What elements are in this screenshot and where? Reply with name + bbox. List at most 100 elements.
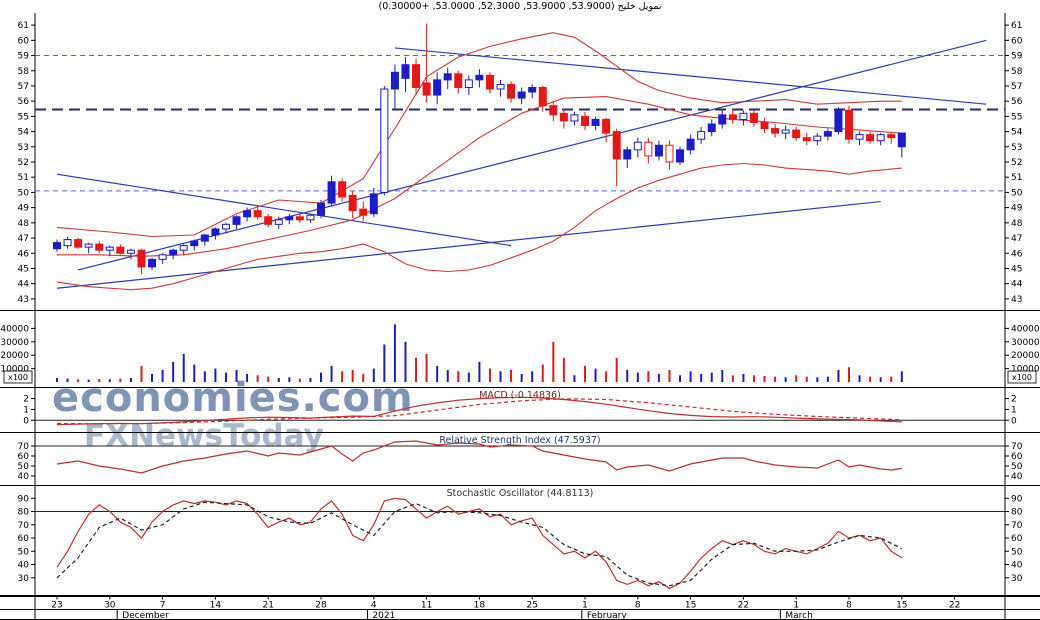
panel-frame — [0, 486, 1040, 596]
svg-text:47: 47 — [1011, 234, 1022, 244]
svg-text:1: 1 — [582, 601, 588, 611]
svg-text:15: 15 — [685, 601, 696, 611]
panel-frame — [0, 388, 1040, 433]
svg-text:49: 49 — [18, 204, 30, 214]
svg-text:30: 30 — [1011, 574, 1023, 584]
svg-text:0: 0 — [1011, 416, 1017, 426]
svg-text:80: 80 — [1011, 508, 1023, 518]
svg-text:60: 60 — [1011, 36, 1023, 46]
svg-text:15: 15 — [896, 601, 907, 611]
svg-text:70: 70 — [18, 521, 30, 531]
svg-text:40: 40 — [18, 472, 30, 482]
quote-title: تمويل خليج (53.9000, 53.9000, 52.3000, 5… — [378, 1, 662, 12]
svg-text:20000: 20000 — [1011, 351, 1040, 361]
support-resistance-levels — [35, 55, 1005, 192]
svg-text:30: 30 — [104, 601, 116, 611]
svg-text:53: 53 — [1011, 143, 1022, 153]
svg-text:48: 48 — [18, 219, 30, 229]
day-ticks: 23 30 7 14 21 28 4 11 18 25 1 8 15 22 1 8 15 22 — [51, 596, 960, 611]
panel-title: MACD (-0.14836) — [479, 390, 561, 401]
svg-text:59: 59 — [18, 52, 30, 62]
svg-text:x100: x100 — [1012, 373, 1032, 382]
svg-text:22: 22 — [738, 601, 749, 611]
y-axis-labels: 10000 10000 20000 20000 30000 30000 40000 40000 — [0, 324, 1040, 374]
svg-text:44: 44 — [1011, 280, 1023, 290]
svg-text:March: March — [785, 611, 812, 620]
svg-text:44: 44 — [18, 280, 30, 290]
svg-text:48: 48 — [1011, 219, 1023, 229]
svg-text:14: 14 — [210, 601, 222, 611]
svg-text:52: 52 — [1011, 158, 1022, 168]
svg-text:40: 40 — [18, 561, 30, 571]
svg-text:7: 7 — [160, 601, 166, 611]
svg-text:0: 0 — [23, 416, 29, 426]
svg-text:60: 60 — [18, 452, 30, 462]
svg-text:58: 58 — [1011, 67, 1023, 77]
svg-text:60: 60 — [1011, 452, 1023, 462]
svg-text:70: 70 — [18, 442, 30, 452]
svg-text:30000: 30000 — [0, 338, 29, 348]
svg-text:45: 45 — [1011, 264, 1022, 274]
price-panel: 43 43 44 44 45 45 46 46 47 47 48 48 49 49 50 50 51 51 52 52… — [0, 13, 1040, 311]
svg-text:2021: 2021 — [372, 611, 395, 620]
svg-text:8: 8 — [846, 601, 852, 611]
svg-text:23: 23 — [51, 601, 62, 611]
svg-text:57: 57 — [1011, 82, 1022, 92]
svg-text:20000: 20000 — [0, 351, 29, 361]
svg-text:December: December — [122, 611, 169, 620]
volume-bars — [56, 324, 903, 382]
svg-text:50: 50 — [18, 462, 30, 472]
svg-text:40000: 40000 — [0, 324, 29, 334]
svg-text:MACD (-0.14836): MACD (-0.14836) — [479, 390, 561, 401]
svg-text:57: 57 — [18, 82, 29, 92]
svg-text:51: 51 — [1011, 173, 1022, 183]
svg-text:8: 8 — [635, 601, 641, 611]
svg-text:Stochastic Oscillator (44.8113: Stochastic Oscillator (44.8113) — [447, 488, 594, 499]
svg-text:25: 25 — [526, 601, 537, 611]
watermark-economies: economies.com — [52, 375, 414, 421]
svg-text:50: 50 — [18, 547, 30, 557]
svg-text:21: 21 — [262, 601, 273, 611]
svg-text:60: 60 — [18, 534, 30, 544]
svg-text:40: 40 — [1011, 472, 1023, 482]
svg-text:50: 50 — [18, 188, 30, 198]
svg-text:49: 49 — [1011, 204, 1023, 214]
svg-text:53: 53 — [18, 143, 29, 153]
svg-text:43: 43 — [1011, 295, 1022, 305]
svg-text:47: 47 — [18, 234, 29, 244]
svg-text:50: 50 — [1011, 188, 1023, 198]
svg-text:1: 1 — [1011, 405, 1017, 415]
svg-text:43: 43 — [18, 295, 29, 305]
svg-text:40000: 40000 — [1011, 324, 1040, 334]
panel-frame — [0, 311, 1040, 388]
svg-text:22: 22 — [949, 601, 960, 611]
svg-text:45: 45 — [18, 264, 29, 274]
svg-text:51: 51 — [18, 173, 29, 183]
macd-lines — [56, 396, 902, 426]
svg-text:59: 59 — [1011, 52, 1023, 62]
panel-frame — [0, 433, 1040, 486]
volume-unit-labels: x100 x100 — [3, 370, 1037, 384]
svg-text:54: 54 — [18, 128, 30, 138]
svg-text:52: 52 — [18, 158, 29, 168]
month-labels: December 2021 February March — [116, 610, 813, 620]
svg-text:90: 90 — [1011, 494, 1023, 504]
svg-text:40: 40 — [1011, 561, 1023, 571]
svg-text:18: 18 — [474, 601, 486, 611]
svg-text:x100: x100 — [8, 373, 28, 382]
svg-text:50: 50 — [1011, 462, 1023, 472]
svg-text:55: 55 — [18, 112, 29, 122]
svg-text:46: 46 — [1011, 249, 1023, 259]
volume-panel: 10000 10000 20000 20000 30000 30000 40000 40000… — [0, 311, 1040, 388]
svg-text:61: 61 — [18, 21, 29, 31]
svg-text:61: 61 — [1011, 21, 1022, 31]
svg-text:54: 54 — [1011, 128, 1023, 138]
svg-text:28: 28 — [315, 601, 327, 611]
panel-title: Stochastic Oscillator (44.8113) — [447, 488, 594, 499]
svg-text:58: 58 — [18, 67, 30, 77]
svg-text:10000: 10000 — [0, 365, 29, 375]
candles — [53, 23, 906, 275]
y-axis-labels: 0 01 12 2 — [23, 395, 1017, 427]
